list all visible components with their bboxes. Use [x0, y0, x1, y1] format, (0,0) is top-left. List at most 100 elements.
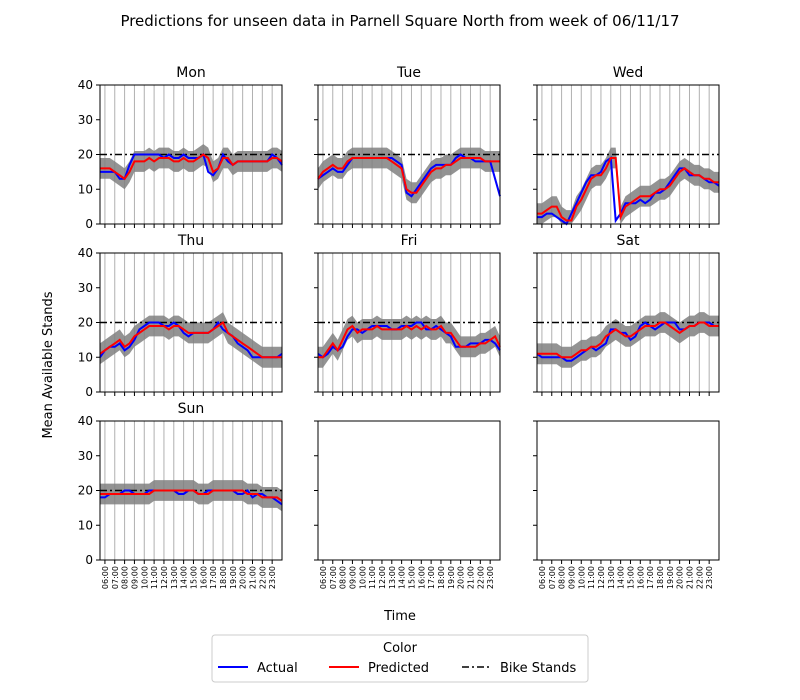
- predicted-series-line: [100, 153, 283, 181]
- prediction-band: [100, 480, 282, 512]
- y-tick-label: 20: [78, 148, 93, 162]
- panel-empty-8: 06:00 07:00 08:00 09:00 10:00 11:00 12:00 13:00…: [533, 420, 720, 589]
- actual-series-line: [537, 156, 720, 226]
- x-tick-label: 17:00: [209, 566, 218, 589]
- predicted-series-line: [537, 321, 719, 359]
- x-tick-label: 06:00: [101, 566, 110, 589]
- x-tick-label: 07:00: [548, 566, 557, 589]
- y-tick-label: 0: [85, 553, 93, 567]
- x-tick-label: 11:00: [150, 566, 159, 589]
- x-tick-label: 23:00: [486, 566, 495, 589]
- panel-mon: 0 10 20 30 40 Mon: [78, 65, 283, 231]
- y-tick-label: 40: [78, 78, 93, 92]
- x-tick-label: 17:00: [427, 566, 436, 589]
- x-tick-label: 13:00: [388, 566, 397, 589]
- x-tick-label: 20:00: [457, 566, 466, 589]
- x-tick-label: 08:00: [339, 566, 348, 589]
- legend-title: Color: [383, 641, 418, 656]
- x-tick-label: 23:00: [268, 566, 277, 589]
- panel-title: Sun: [178, 401, 205, 417]
- predicted-series-line: [99, 320, 282, 359]
- y-tick-label: 10: [78, 518, 93, 532]
- x-tick-label: 21:00: [248, 566, 257, 589]
- predicted-series-line: [317, 157, 500, 194]
- y-tick-label: 30: [78, 113, 93, 127]
- x-tick-label: 12:00: [597, 566, 606, 589]
- x-tick-label: 09:00: [130, 566, 139, 589]
- panel-title: Wed: [613, 65, 644, 81]
- x-tick-label: 18:00: [437, 566, 446, 589]
- y-tick-label: 0: [85, 217, 93, 231]
- x-tick-label: 22:00: [258, 566, 267, 589]
- x-tick-label: 06:00: [319, 566, 328, 589]
- y-tick-label: 30: [78, 281, 93, 295]
- legend-actual-label: Actual: [257, 661, 298, 676]
- predicted-series-line: [537, 157, 719, 222]
- x-tick-label: 21:00: [685, 566, 694, 589]
- prediction-band: [100, 312, 282, 368]
- panel-title: Fri: [401, 233, 418, 249]
- x-tick-label: 14:00: [398, 566, 407, 589]
- y-tick-label: 20: [78, 316, 93, 330]
- x-tick-label: 16:00: [636, 566, 645, 589]
- x-tick-label: 13:00: [607, 566, 616, 589]
- prediction-band: [537, 147, 719, 224]
- panel-thu: 0 10 20 30 40 Thu: [78, 233, 283, 399]
- actual-series-line: [317, 321, 501, 359]
- x-tick-label: 23:00: [705, 566, 714, 589]
- panel-empty-7: 06:00 07:00 08:00 09:00 10:00 11:00 12:00 13:00…: [314, 420, 501, 589]
- x-tick-label: 06:00: [538, 566, 547, 589]
- x-tick-label: 17:00: [646, 566, 655, 589]
- x-tick-label: 18:00: [656, 566, 665, 589]
- x-tick-label: 19:00: [666, 566, 675, 589]
- legend-frame: [211, 634, 589, 683]
- x-tick-label: 08:00: [558, 566, 567, 589]
- legend: Color Actual Predicted Bike Stands: [211, 634, 589, 683]
- legend-bike-stands-label: Bike Stands: [500, 661, 577, 676]
- x-tick-label: 07:00: [329, 566, 338, 589]
- predicted-series-line: [100, 489, 283, 502]
- legend-predicted-label: Predicted: [368, 661, 429, 676]
- x-tick-label: 22:00: [476, 566, 485, 589]
- x-tick-label: 12:00: [378, 566, 387, 589]
- y-tick-label: 40: [78, 246, 93, 260]
- panel-sat: Sat: [533, 233, 720, 396]
- x-tick-label: 15:00: [626, 566, 635, 589]
- x-tick-label: 13:00: [170, 566, 179, 589]
- x-tick-label: 08:00: [121, 566, 130, 589]
- x-tick-label: 18:00: [219, 566, 228, 589]
- panels-grid: 0 10 20 30 40 Mon Tue Wed 0 10 20 30 40 Thu Fri Sat 0 10 2…: [78, 65, 720, 589]
- y-tick-label: 0: [85, 385, 93, 399]
- x-tick-label: 15:00: [407, 566, 416, 589]
- y-tick-label: 20: [78, 484, 93, 498]
- y-tick-label: 40: [78, 414, 93, 428]
- panel-tue: Tue: [314, 65, 501, 228]
- x-tick-label: 21:00: [466, 566, 475, 589]
- predicted-series-line: [318, 324, 501, 359]
- actual-series-line: [99, 320, 283, 359]
- panel-title: Mon: [176, 65, 206, 81]
- x-tick-label: 16:00: [417, 566, 426, 589]
- x-tick-label: 10:00: [577, 566, 586, 589]
- x-tick-label: 15:00: [189, 566, 198, 589]
- panel-frame: [317, 420, 501, 561]
- panel-title: Sat: [617, 233, 640, 249]
- x-tick-label: 22:00: [695, 566, 704, 589]
- panel-frame: [536, 420, 720, 561]
- prediction-band: [100, 144, 282, 190]
- panel-title: Tue: [396, 65, 421, 81]
- x-tick-label: 11:00: [587, 566, 596, 589]
- figure-title: Predictions for unseen data in Parnell S…: [120, 12, 679, 30]
- x-tick-label: 10:00: [140, 566, 149, 589]
- x-tick-label: 09:00: [348, 566, 357, 589]
- panel-fri: Fri: [314, 233, 501, 396]
- x-tick-label: 10:00: [358, 566, 367, 589]
- x-tick-label: 14:00: [180, 566, 189, 589]
- x-tick-label: 09:00: [567, 566, 576, 589]
- x-tick-label: 19:00: [229, 566, 238, 589]
- panel-title: Thu: [177, 233, 204, 249]
- y-axis-label: Mean Available Stands: [41, 291, 56, 438]
- y-tick-label: 10: [78, 182, 93, 196]
- y-tick-label: 30: [78, 449, 93, 463]
